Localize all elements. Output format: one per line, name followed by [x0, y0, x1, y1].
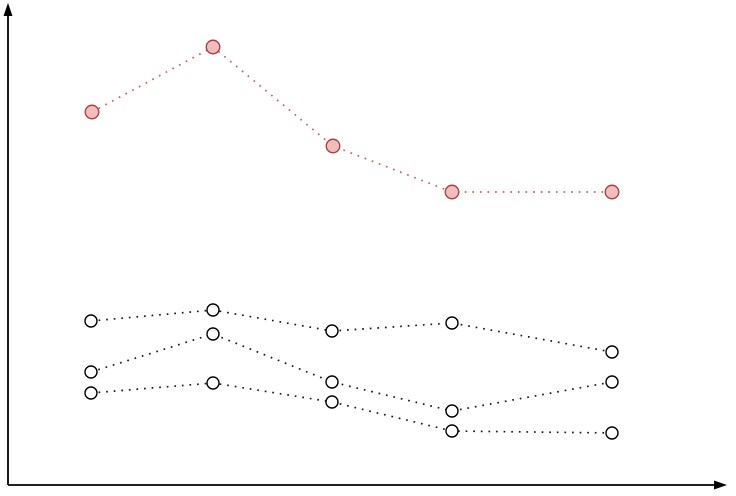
black-series-3-marker	[445, 424, 459, 438]
black-series-3-marker	[605, 426, 619, 440]
red-series-marker	[84, 104, 100, 120]
red-series-marker	[444, 184, 460, 200]
red-series-marker	[205, 39, 221, 55]
red-series	[84, 39, 620, 200]
black-series-2-marker	[84, 365, 98, 379]
x-axis-arrowhead	[714, 480, 727, 490]
black-series-2-marker	[445, 404, 459, 418]
black-series-1-marker	[84, 314, 98, 328]
black-series-1-marker	[325, 324, 339, 338]
black-series-1-marker	[605, 345, 619, 359]
black-series-1-marker	[445, 316, 459, 330]
y-axis-arrowhead	[3, 3, 13, 16]
black-series-2-marker	[605, 375, 619, 389]
black-series-3	[84, 376, 619, 440]
axes	[3, 3, 727, 490]
black-series-2	[84, 327, 619, 418]
red-series-line	[91, 45, 612, 193]
black-series-2-marker	[206, 327, 220, 341]
black-series-1	[84, 303, 619, 359]
red-series-marker	[604, 184, 620, 200]
black-series-2-marker	[325, 375, 339, 389]
black-series-2-line	[90, 333, 613, 412]
black-series-3-marker	[206, 376, 220, 390]
black-series-3-marker	[84, 386, 98, 400]
black-series-3-marker	[325, 395, 339, 409]
red-series-marker	[325, 138, 341, 154]
black-series-1-marker	[206, 303, 220, 317]
